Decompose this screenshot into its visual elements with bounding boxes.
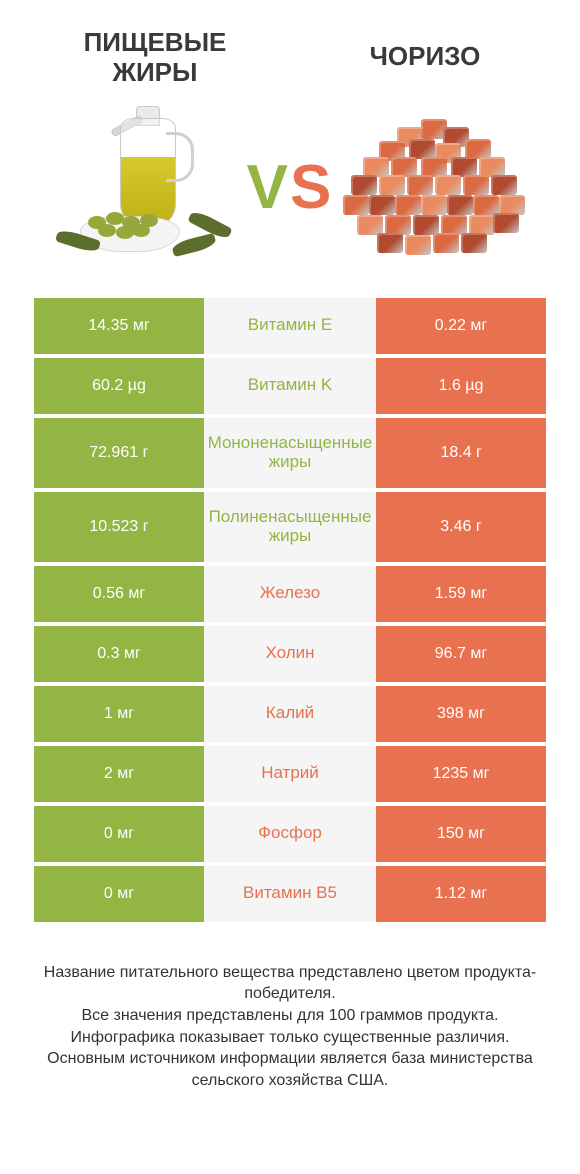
right-value-cell: 3.46 г	[376, 492, 546, 562]
vs-row: VS	[0, 98, 580, 298]
right-product-title: ЧОРИЗО	[290, 28, 560, 72]
right-value-cell: 1.12 мг	[376, 866, 546, 922]
chorizo-cube-shape	[369, 195, 395, 215]
left-value-cell: 14.35 мг	[34, 298, 204, 354]
chorizo-cube-shape	[499, 195, 525, 215]
chorizo-cube-shape	[493, 213, 519, 233]
chorizo-cube-shape	[407, 175, 433, 195]
table-row: 10.523 гПолиненасыщенные жиры3.46 г	[34, 492, 546, 562]
right-value-cell: 150 мг	[376, 806, 546, 862]
chorizo-cube-shape	[441, 215, 467, 235]
right-value-cell: 1.59 мг	[376, 566, 546, 622]
olive-shape	[132, 224, 150, 237]
comparison-table: 14.35 мгВитамин E0.22 мг60.2 µgВитамин K…	[0, 298, 580, 926]
chorizo-cube-shape	[357, 215, 383, 235]
jug-handle-shape	[166, 132, 194, 182]
chorizo-cube-shape	[451, 157, 477, 177]
nutrient-label-cell: Витамин B5	[204, 866, 376, 922]
footer-line-1: Название питательного вещества представл…	[30, 962, 550, 1005]
chorizo-cube-shape	[447, 195, 473, 215]
table-row: 72.961 гМононенасыщенные жиры18.4 г	[34, 418, 546, 488]
table-row: 14.35 мгВитамин E0.22 мг	[34, 298, 546, 354]
chorizo-cube-shape	[491, 175, 517, 195]
chorizo-cube-shape	[413, 215, 439, 235]
chorizo-cube-shape	[469, 215, 495, 235]
nutrient-label-cell: Витамин K	[204, 358, 376, 414]
right-value-cell: 398 мг	[376, 686, 546, 742]
table-row: 60.2 µgВитамин K1.6 µg	[34, 358, 546, 414]
chorizo-cube-shape	[461, 233, 487, 253]
olive-shape	[98, 224, 116, 237]
chorizo-cube-shape	[343, 195, 369, 215]
left-value-cell: 0.56 мг	[34, 566, 204, 622]
vs-label: VS	[247, 152, 334, 223]
left-product-image	[57, 108, 237, 268]
chorizo-cube-shape	[409, 139, 435, 159]
right-product-image	[343, 108, 523, 268]
left-value-cell: 0 мг	[34, 866, 204, 922]
chorizo-cube-shape	[405, 235, 431, 255]
right-value-cell: 1.6 µg	[376, 358, 546, 414]
right-value-cell: 1235 мг	[376, 746, 546, 802]
chorizo-cube-shape	[421, 157, 447, 177]
chorizo-cube-shape	[473, 195, 499, 215]
left-value-cell: 0.3 мг	[34, 626, 204, 682]
chorizo-cube-shape	[463, 175, 489, 195]
left-value-cell: 10.523 г	[34, 492, 204, 562]
footer-line-3: Инфографика показывает только существенн…	[30, 1027, 550, 1049]
footer-notes: Название питательного вещества представл…	[0, 926, 580, 1092]
chorizo-cube-shape	[377, 233, 403, 253]
table-row: 0.3 мгХолин96.7 мг	[34, 626, 546, 682]
right-value-cell: 0.22 мг	[376, 298, 546, 354]
footer-line-4: Основным источником информации является …	[30, 1048, 550, 1091]
nutrient-label-cell: Мононенасыщенные жиры	[204, 418, 377, 488]
nutrient-label-cell: Натрий	[204, 746, 376, 802]
vs-letter-v: V	[247, 153, 290, 222]
nutrient-label-cell: Витамин E	[204, 298, 376, 354]
chorizo-cube-shape	[385, 215, 411, 235]
chorizo-cube-shape	[421, 195, 447, 215]
nutrient-label-cell: Калий	[204, 686, 376, 742]
nutrient-label-cell: Полиненасыщенные жиры	[204, 492, 376, 562]
chorizo-cube-shape	[433, 233, 459, 253]
left-value-cell: 2 мг	[34, 746, 204, 802]
left-value-cell: 0 мг	[34, 806, 204, 862]
chorizo-cube-shape	[363, 157, 389, 177]
chorizo-cube-shape	[435, 175, 461, 195]
left-product-title: ПИЩЕВЫЕ ЖИРЫ	[20, 28, 290, 88]
left-value-cell: 72.961 г	[34, 418, 204, 488]
vs-letter-s: S	[290, 153, 333, 222]
nutrient-label-cell: Холин	[204, 626, 376, 682]
olive-shape	[116, 226, 134, 239]
table-row: 2 мгНатрий1235 мг	[34, 746, 546, 802]
chorizo-cube-shape	[391, 157, 417, 177]
header: ПИЩЕВЫЕ ЖИРЫ ЧОРИЗО	[0, 0, 580, 98]
footer-line-2: Все значения представлены для 100 граммо…	[30, 1005, 550, 1027]
chorizo-cube-shape	[379, 175, 405, 195]
right-value-cell: 96.7 мг	[376, 626, 546, 682]
oil-illustration	[62, 108, 232, 268]
right-value-cell: 18.4 г	[376, 418, 546, 488]
nutrient-label-cell: Фосфор	[204, 806, 376, 862]
infographic-container: ПИЩЕВЫЕ ЖИРЫ ЧОРИЗО VS 14.35 мгВитамин E…	[0, 0, 580, 1174]
chorizo-illustration	[343, 113, 523, 263]
table-row: 0.56 мгЖелезо1.59 мг	[34, 566, 546, 622]
chorizo-cube-shape	[395, 195, 421, 215]
chorizo-cube-shape	[465, 139, 491, 159]
olive-shape	[106, 212, 124, 225]
table-row: 0 мгФосфор150 мг	[34, 806, 546, 862]
nutrient-label-cell: Железо	[204, 566, 376, 622]
left-value-cell: 60.2 µg	[34, 358, 204, 414]
table-row: 0 мгВитамин B51.12 мг	[34, 866, 546, 922]
table-row: 1 мгКалий398 мг	[34, 686, 546, 742]
chorizo-cube-shape	[351, 175, 377, 195]
left-value-cell: 1 мг	[34, 686, 204, 742]
chorizo-cube-shape	[479, 157, 505, 177]
